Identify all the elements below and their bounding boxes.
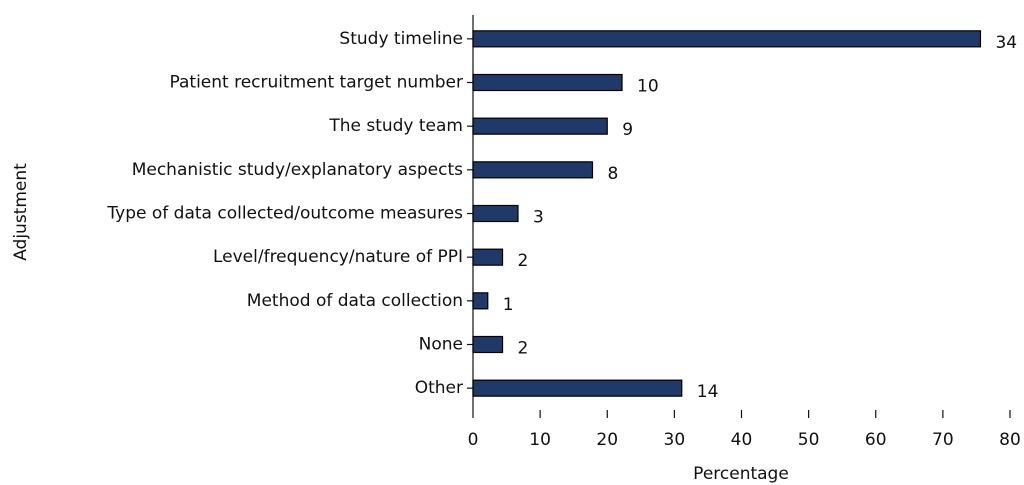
bar: [472, 335, 504, 354]
x-tick-label: 70: [932, 430, 954, 450]
x-tick-label: 40: [731, 430, 753, 450]
y-tick-label: None: [419, 335, 463, 355]
y-tick-label: Other: [415, 378, 463, 398]
bar: [472, 248, 504, 266]
y-tick-label: Type of data collected/outcome measures: [106, 204, 463, 224]
bar: [472, 161, 594, 179]
bar: [472, 30, 982, 48]
bar: [472, 204, 519, 223]
count-label: 34: [995, 33, 1017, 53]
y-tick-label: The study team: [328, 116, 463, 136]
x-axis-label: Percentage: [693, 464, 789, 484]
bar: [472, 379, 683, 397]
count-label: 2: [518, 339, 529, 359]
count-label: 8: [607, 164, 618, 184]
x-tick-label: 80: [999, 430, 1021, 450]
bar: [472, 117, 608, 135]
bar: [472, 292, 489, 310]
count-label: 1: [503, 295, 514, 315]
y-tick-label: Mechanistic study/explanatory aspects: [132, 160, 463, 180]
x-tick-label: 0: [468, 430, 479, 450]
x-tick-label: 10: [529, 430, 551, 450]
count-label: 2: [518, 251, 529, 271]
y-tick-label: Level/frequency/nature of PPI: [213, 247, 463, 267]
count-label: 3: [533, 208, 544, 228]
bar: [472, 73, 623, 92]
x-tick-label: 60: [865, 430, 887, 450]
y-axis-label: Adjustment: [11, 163, 31, 261]
x-tick-label: 20: [596, 430, 618, 450]
count-label: 14: [697, 382, 719, 402]
y-tick-label: Method of data collection: [247, 291, 463, 311]
x-tick-label: 50: [798, 430, 820, 450]
x-tick-label: 30: [664, 430, 686, 450]
count-label: 10: [637, 77, 659, 97]
y-tick-label: Study timeline: [339, 29, 463, 49]
y-tick-label: Patient recruitment target number: [170, 73, 463, 93]
count-label: 9: [622, 120, 633, 140]
